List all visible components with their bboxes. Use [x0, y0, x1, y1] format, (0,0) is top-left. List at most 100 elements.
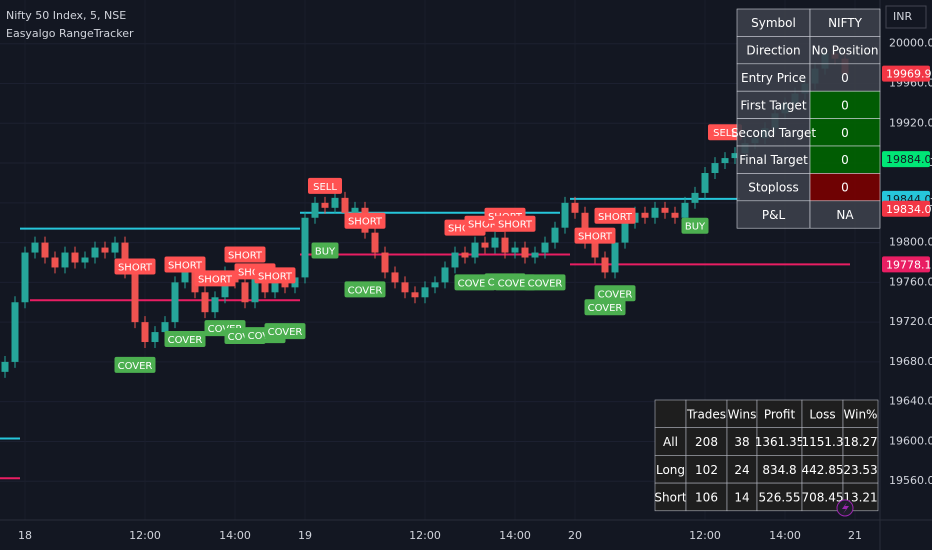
signal-text: BUY [685, 222, 706, 233]
stats-cell [756, 399, 803, 429]
table-cell [736, 145, 811, 174]
stats-cell [801, 399, 844, 429]
table-cell [736, 90, 811, 119]
price-label-text: 19778.15 [886, 258, 932, 271]
stats-header: Win% [844, 407, 878, 421]
candle-body [321, 202, 329, 208]
y-tick-label: 19760.00 [889, 275, 932, 288]
candle-body [591, 242, 599, 258]
table-cell [809, 145, 881, 174]
candle-body [711, 163, 719, 174]
signal-text: SHORT [258, 271, 293, 282]
candle-body [281, 282, 289, 288]
candle-body [331, 197, 339, 208]
stats-value: 442.85 [802, 463, 844, 477]
price-label [882, 200, 930, 217]
candle-body [401, 282, 409, 293]
candle-body [31, 242, 39, 253]
price-label [882, 65, 930, 82]
candle-body [91, 247, 99, 258]
x-tick-label: 14:00 [499, 529, 531, 542]
candle-body [101, 247, 109, 253]
signal-label [264, 323, 306, 340]
candle-body [621, 222, 629, 243]
price-label-text: 19884.00 [886, 153, 932, 166]
stats-cell [801, 427, 844, 456]
candle-body [531, 252, 539, 258]
table-label: Symbol [751, 16, 796, 30]
candle-body [11, 302, 19, 362]
table-value: NA [836, 208, 854, 222]
candle-body [71, 252, 79, 263]
candle-body [651, 207, 659, 218]
signal-label [164, 331, 206, 348]
stats-header: Trades [686, 407, 726, 421]
candle-body [171, 282, 179, 323]
signal-label [114, 258, 156, 275]
stats-value: 708.45 [802, 490, 844, 504]
x-tick-label: 12:00 [129, 529, 161, 542]
stats-value: 38 [734, 435, 749, 449]
candle-body [381, 252, 389, 273]
table-value: 0 [841, 153, 849, 167]
y-tick-label: 20000.00 [889, 37, 932, 50]
table-cell [809, 63, 881, 92]
stats-value: 1361.35 [755, 435, 805, 449]
table-cell [809, 118, 881, 147]
table-cell [809, 90, 881, 119]
candle-body [111, 242, 119, 253]
candle-body [511, 247, 519, 253]
y-tick-label: 19640.00 [889, 395, 932, 408]
candle-body [211, 297, 219, 313]
signal-text: SHORT [228, 251, 263, 262]
table-cell [809, 200, 881, 229]
table-cell [736, 118, 811, 147]
signal-label [311, 242, 339, 259]
stats-cell [756, 455, 803, 484]
signal-text: SHORT [598, 212, 633, 223]
table-cell [809, 173, 881, 202]
table-value: 0 [841, 98, 849, 112]
candle-body [661, 207, 669, 213]
y-tick-label: 19920.00 [889, 116, 932, 129]
price-label-text: 19834.00 [886, 203, 932, 216]
candle-body [481, 242, 489, 248]
currency[interactable]: INR [893, 10, 912, 23]
symbol-title: Nifty 50 Index, 5, NSE [6, 9, 126, 22]
candle-body [571, 202, 579, 213]
y-tick-label: 19600.00 [889, 434, 932, 447]
signal-text: COVER [498, 278, 533, 289]
candle-body [611, 242, 619, 273]
candle-body [541, 242, 549, 253]
signal-text: SHORT [168, 260, 203, 271]
signal-text: SELL [313, 182, 337, 193]
x-tick-label: 12:00 [409, 529, 441, 542]
table-cell [809, 36, 881, 65]
candle-body [51, 257, 59, 268]
candle-body [601, 257, 609, 273]
currency-box[interactable] [885, 5, 927, 29]
signal-label [494, 215, 536, 232]
x-tick-label: 12:00 [689, 529, 721, 542]
stats-value: 834.8 [762, 463, 796, 477]
candle-body [561, 202, 569, 228]
signal-label [594, 207, 636, 224]
signal-text: SELL [713, 128, 737, 139]
signal-text: COVER [458, 278, 493, 289]
candle-body [121, 242, 129, 273]
stats-header: Profit [764, 407, 796, 421]
table-value: 0 [841, 126, 849, 140]
candle-body [501, 237, 509, 253]
stats-row-label: Long [656, 463, 685, 477]
stats-cell [842, 399, 879, 429]
signal-text: COVER [118, 361, 153, 372]
stats-cell [726, 455, 758, 484]
stats-value: 106 [695, 490, 718, 504]
stats-value: 24 [734, 463, 749, 477]
signal-text: COVER [168, 335, 203, 346]
signal-label [254, 267, 296, 284]
candle-body [351, 207, 359, 213]
signal-label [344, 281, 386, 298]
